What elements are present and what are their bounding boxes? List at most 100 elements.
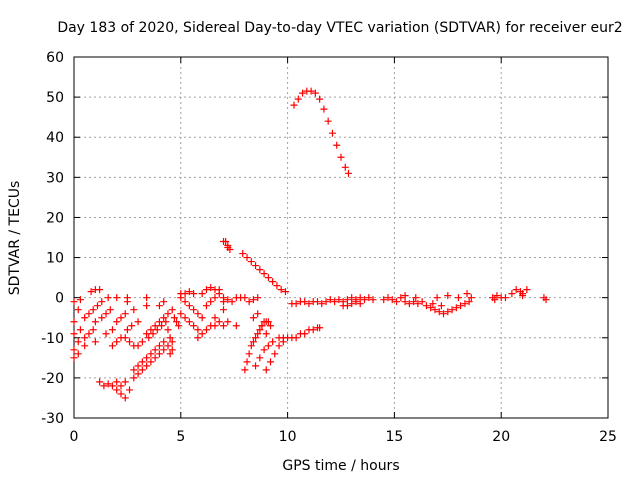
data-point bbox=[185, 302, 193, 310]
data-point bbox=[98, 314, 106, 322]
y-tick-label: 20 bbox=[46, 210, 64, 226]
data-point bbox=[211, 314, 219, 322]
data-point bbox=[465, 298, 473, 306]
data-point bbox=[155, 318, 163, 326]
data-point bbox=[314, 298, 322, 306]
data-point bbox=[128, 322, 136, 330]
data-point bbox=[185, 318, 193, 326]
data-point bbox=[224, 244, 232, 252]
data-point bbox=[155, 342, 163, 350]
data-point bbox=[126, 386, 134, 394]
data-point bbox=[190, 306, 198, 314]
data-point bbox=[448, 306, 456, 314]
y-tick-label: -20 bbox=[41, 371, 64, 387]
data-point bbox=[388, 296, 396, 304]
data-point bbox=[151, 354, 159, 362]
data-point bbox=[138, 366, 146, 374]
data-point bbox=[262, 330, 270, 338]
data-point bbox=[113, 378, 121, 386]
data-point bbox=[467, 294, 475, 302]
data-point bbox=[104, 380, 112, 388]
data-point bbox=[260, 270, 268, 278]
data-point bbox=[254, 330, 262, 338]
data-point bbox=[155, 302, 163, 310]
x-tick-label: 0 bbox=[70, 429, 79, 445]
data-point bbox=[523, 286, 531, 294]
data-point bbox=[143, 294, 151, 302]
data-point bbox=[348, 294, 356, 302]
data-point bbox=[267, 358, 275, 366]
data-point bbox=[301, 330, 309, 338]
data-point bbox=[181, 314, 189, 322]
data-point bbox=[277, 286, 285, 294]
data-point bbox=[158, 322, 166, 330]
data-point bbox=[239, 250, 247, 258]
data-point bbox=[452, 304, 460, 312]
data-point bbox=[324, 117, 332, 125]
data-point bbox=[215, 286, 223, 294]
data-point bbox=[247, 258, 255, 266]
data-point bbox=[220, 322, 228, 330]
data-point bbox=[356, 294, 364, 302]
x-tick-label: 25 bbox=[599, 429, 617, 445]
data-point bbox=[194, 310, 202, 318]
data-point bbox=[89, 326, 97, 334]
grid-lines bbox=[74, 57, 608, 418]
data-point bbox=[245, 298, 253, 306]
data-point bbox=[160, 314, 168, 322]
data-point bbox=[508, 290, 516, 298]
data-point bbox=[501, 294, 509, 302]
x-tick-label: 20 bbox=[492, 429, 510, 445]
data-point bbox=[384, 294, 392, 302]
data-point bbox=[290, 101, 298, 109]
data-point bbox=[232, 322, 240, 330]
data-point bbox=[437, 302, 445, 310]
data-point bbox=[275, 342, 283, 350]
data-point bbox=[123, 326, 131, 334]
data-point bbox=[457, 302, 465, 310]
data-point bbox=[341, 163, 349, 171]
data-point bbox=[138, 358, 146, 366]
data-point bbox=[134, 318, 142, 326]
data-point bbox=[254, 294, 262, 302]
data-point bbox=[273, 282, 281, 290]
data-point bbox=[155, 350, 163, 358]
data-point bbox=[256, 266, 264, 274]
data-point bbox=[360, 296, 368, 304]
data-point bbox=[104, 294, 112, 302]
data-point bbox=[160, 298, 168, 306]
data-point bbox=[405, 300, 413, 308]
data-point bbox=[91, 338, 99, 346]
data-point bbox=[117, 382, 125, 390]
data-point bbox=[220, 238, 228, 246]
data-point bbox=[134, 362, 142, 370]
data-point bbox=[318, 300, 326, 308]
data-point bbox=[440, 310, 448, 318]
data-point bbox=[168, 306, 176, 314]
x-tick-label: 10 bbox=[279, 429, 297, 445]
data-point bbox=[170, 314, 178, 322]
data-point bbox=[70, 346, 78, 354]
data-point bbox=[249, 338, 257, 346]
data-point bbox=[91, 318, 99, 326]
data-point bbox=[93, 302, 101, 310]
data-point bbox=[401, 298, 409, 306]
data-point bbox=[301, 298, 309, 306]
data-point bbox=[326, 296, 334, 304]
y-axis-label: SDTVAR / TECUs bbox=[7, 181, 23, 296]
chart-title: Day 183 of 2020, Sidereal Day-to-day VTE… bbox=[57, 20, 622, 36]
data-point bbox=[151, 322, 159, 330]
data-point bbox=[108, 342, 116, 350]
data-point bbox=[356, 300, 364, 308]
data-point bbox=[198, 330, 206, 338]
data-point bbox=[254, 310, 262, 318]
data-point bbox=[113, 318, 121, 326]
data-point bbox=[292, 300, 300, 308]
data-point bbox=[190, 290, 198, 298]
data-point bbox=[113, 294, 121, 302]
data-point bbox=[491, 296, 499, 304]
data-point bbox=[113, 386, 121, 394]
data-point bbox=[164, 326, 172, 334]
data-point bbox=[429, 300, 437, 308]
data-point bbox=[173, 318, 181, 326]
